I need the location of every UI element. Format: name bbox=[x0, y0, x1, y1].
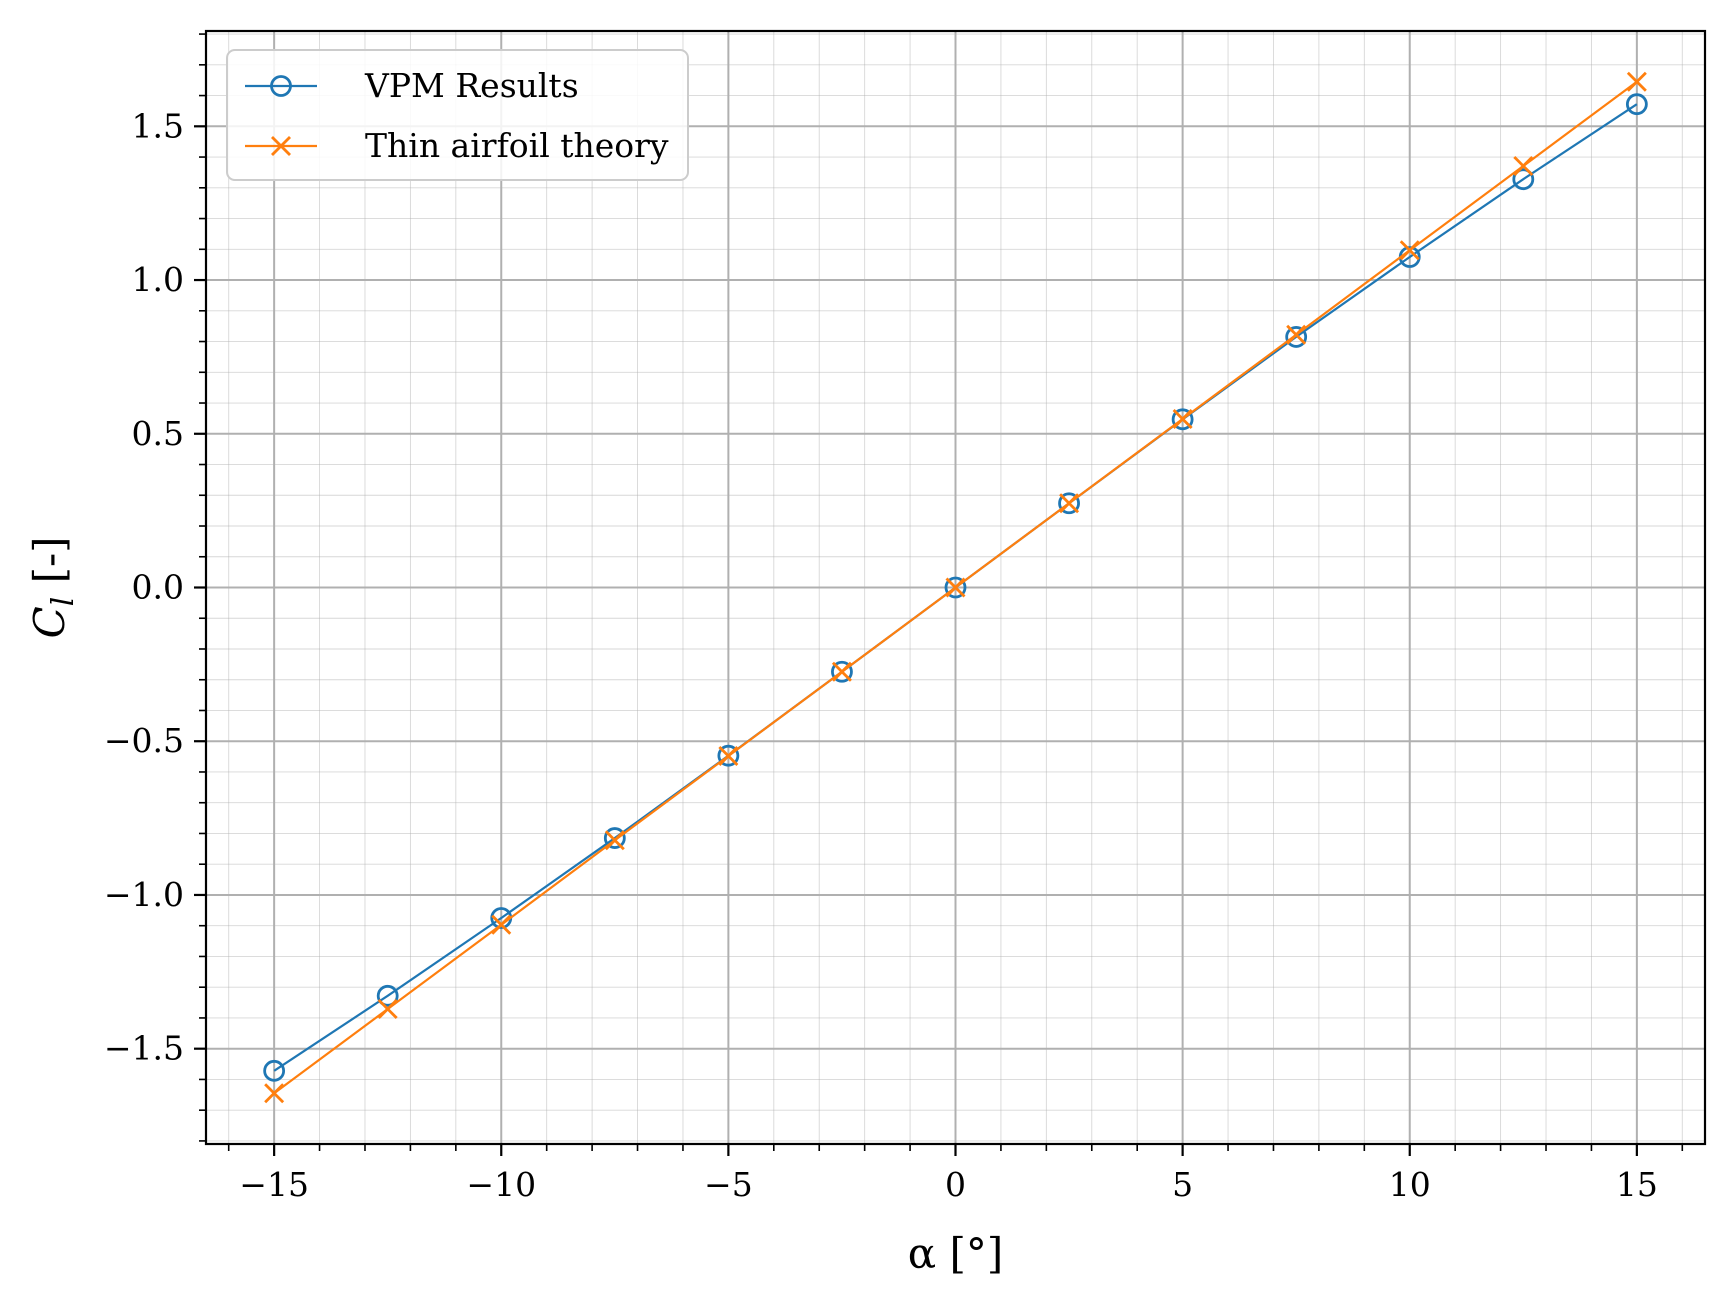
legend-label: Thin airfoil theory bbox=[365, 126, 669, 165]
data-point bbox=[263, 1059, 286, 1082]
data-point-stroke bbox=[831, 661, 852, 682]
major-grid bbox=[206, 31, 1705, 1144]
data-point bbox=[1513, 155, 1534, 176]
data-point-stroke bbox=[1286, 324, 1307, 345]
data-point-stroke bbox=[491, 914, 512, 935]
data-point-stroke bbox=[945, 577, 966, 598]
y-tick-label: −1.5 bbox=[104, 1029, 184, 1068]
y-tick-label: −0.5 bbox=[104, 721, 184, 760]
data-point bbox=[1625, 93, 1648, 116]
data-point-stroke bbox=[1172, 409, 1193, 430]
y-axis-label-sub: l bbox=[46, 597, 81, 607]
data-point bbox=[604, 830, 625, 851]
data-point-stroke bbox=[264, 1083, 285, 1104]
data-point bbox=[1286, 324, 1307, 345]
series-layer bbox=[263, 71, 1648, 1104]
legend-entry: Thin airfoil theory bbox=[245, 126, 669, 165]
series-x bbox=[264, 71, 1647, 1104]
legend-entry: VPM Results bbox=[245, 66, 579, 105]
x-tick-label: −5 bbox=[704, 1165, 753, 1204]
y-tick-label: 1.5 bbox=[132, 106, 184, 145]
axis-ticks bbox=[194, 33, 1684, 1156]
data-point-stroke bbox=[1059, 493, 1080, 514]
legend-box bbox=[226, 49, 689, 181]
data-point-stroke bbox=[1399, 240, 1420, 261]
data-point bbox=[945, 577, 966, 598]
x-tick-label: −15 bbox=[239, 1165, 309, 1204]
data-point bbox=[1399, 240, 1420, 261]
y-tick-label: 0.0 bbox=[132, 568, 184, 607]
x-tick-label: −10 bbox=[466, 1165, 536, 1204]
y-axis-label: Cl [-] bbox=[25, 536, 81, 638]
legend: VPM Results Thin airfoil theory bbox=[226, 49, 689, 181]
data-point bbox=[1285, 326, 1308, 348]
data-point bbox=[718, 745, 739, 766]
data-point bbox=[271, 136, 291, 156]
y-tick-label: −1.0 bbox=[104, 875, 184, 914]
data-point bbox=[376, 984, 399, 1007]
data-point bbox=[1059, 493, 1080, 514]
x-axis-label: α [°] bbox=[908, 1229, 1003, 1278]
y-axis-label-unit: [-] bbox=[25, 536, 74, 596]
data-point bbox=[831, 660, 853, 683]
data-point-stroke bbox=[271, 136, 291, 156]
data-point bbox=[270, 75, 292, 97]
data-point bbox=[1172, 409, 1193, 430]
data-point-stroke bbox=[1513, 155, 1534, 176]
data-point bbox=[1626, 71, 1647, 92]
data-point bbox=[603, 827, 626, 849]
y-tick-label: 1.0 bbox=[132, 260, 184, 299]
data-point bbox=[717, 744, 740, 767]
data-point-stroke bbox=[377, 999, 398, 1020]
data-point bbox=[1171, 408, 1194, 431]
data-point bbox=[944, 576, 967, 599]
data-point bbox=[491, 914, 512, 935]
data-point-stroke bbox=[604, 830, 625, 851]
y-tick-label: 0.5 bbox=[132, 414, 184, 453]
x-tick-label: 10 bbox=[1389, 1165, 1431, 1204]
data-point-stroke bbox=[718, 745, 739, 766]
data-point bbox=[264, 1083, 285, 1104]
x-tick-label: 5 bbox=[1172, 1165, 1193, 1204]
data-point bbox=[1058, 492, 1080, 515]
data-point bbox=[1512, 168, 1535, 191]
legend-label: VPM Results bbox=[364, 66, 579, 105]
y-axis-label-main: C bbox=[25, 606, 74, 638]
x-tick-label: 0 bbox=[945, 1165, 966, 1204]
tick-labels: −15 −10 −5 0 5 10 15 −1.5 −1.0 −0.5 0.0 0.5 1.0 1.5 bbox=[104, 106, 1658, 1204]
data-point-stroke bbox=[1626, 71, 1647, 92]
data-point bbox=[377, 999, 398, 1020]
data-point bbox=[831, 661, 852, 682]
x-tick-label: 15 bbox=[1616, 1165, 1658, 1204]
